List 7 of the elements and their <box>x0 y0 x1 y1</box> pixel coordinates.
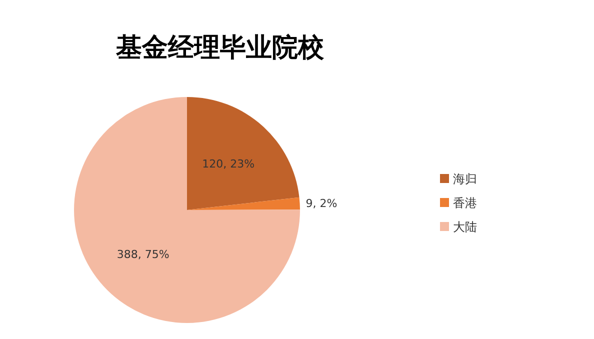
title: 基金经理毕业院校 <box>116 33 324 63</box>
legend-label: 大陆 <box>453 220 477 234</box>
label-大陆: 388, 75% <box>116 248 170 262</box>
label-海归: 120, 23% <box>202 158 255 171</box>
legend-label: 海归 <box>453 172 477 186</box>
legend-label: 香港 <box>453 196 477 210</box>
label-香港: 9, 2% <box>306 197 338 210</box>
